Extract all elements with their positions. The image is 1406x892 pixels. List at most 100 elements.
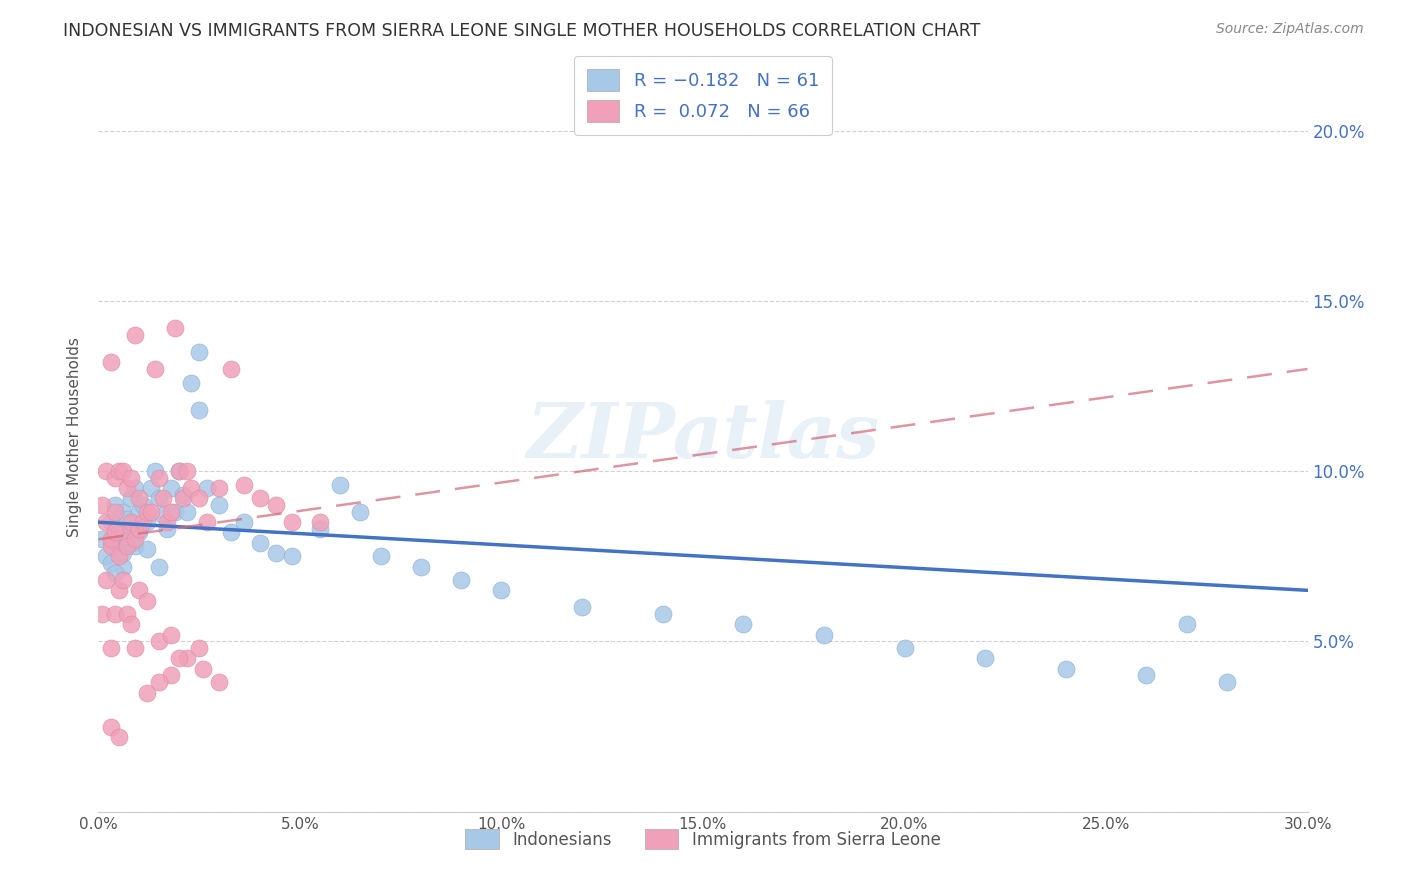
Point (193, 662, 215, 676)
Point (103, 471, 125, 485)
Point (249, 491, 271, 506)
Point (107, 730, 129, 744)
Point (100, 720, 122, 734)
Point (148, 559, 170, 574)
Point (115, 512, 138, 526)
Point (111, 464, 134, 478)
Point (188, 402, 211, 417)
Point (111, 505, 134, 519)
Point (100, 515, 122, 529)
Point (143, 464, 166, 478)
Point (232, 515, 254, 529)
Point (96, 573, 118, 587)
Point (135, 593, 157, 607)
Point (135, 515, 157, 529)
Point (100, 355, 122, 369)
Point (115, 607, 138, 622)
Point (167, 464, 190, 478)
Point (100, 556, 122, 570)
Point (120, 491, 142, 506)
Point (135, 505, 157, 519)
Point (124, 539, 146, 553)
Point (571, 600, 593, 615)
Point (329, 477, 352, 491)
Point (188, 491, 211, 506)
Text: INDONESIAN VS IMMIGRANTS FROM SIERRA LEONE SINGLE MOTHER HOUSEHOLDS CORRELATION : INDONESIAN VS IMMIGRANTS FROM SIERRA LEO… (63, 22, 980, 40)
Point (120, 535, 142, 549)
Point (148, 471, 170, 485)
Y-axis label: Single Mother Households: Single Mother Households (67, 337, 83, 537)
Point (160, 668, 183, 682)
Point (96, 549, 118, 564)
Point (111, 573, 134, 587)
Point (1135, 668, 1157, 682)
Point (115, 533, 138, 547)
Point (163, 321, 186, 335)
Point (163, 505, 186, 519)
Point (221, 362, 243, 376)
Point (651, 607, 673, 622)
Point (156, 522, 179, 536)
Point (1054, 662, 1077, 676)
Point (281, 515, 304, 529)
Point (1175, 617, 1198, 632)
Point (172, 491, 194, 506)
Point (232, 477, 254, 491)
Point (107, 549, 129, 564)
Point (96, 515, 118, 529)
Point (180, 481, 202, 495)
Point (176, 505, 198, 519)
Point (143, 362, 166, 376)
Point (132, 515, 155, 529)
Point (188, 641, 211, 656)
Point (152, 491, 174, 506)
Point (974, 651, 997, 665)
Point (167, 651, 190, 665)
Point (172, 488, 194, 502)
Point (128, 583, 150, 598)
Point (167, 464, 190, 478)
Point (103, 566, 125, 581)
Text: Source: ZipAtlas.com: Source: ZipAtlas.com (1216, 22, 1364, 37)
Point (176, 651, 198, 665)
Point (160, 505, 183, 519)
Point (148, 675, 170, 690)
Point (100, 641, 122, 656)
Point (148, 491, 170, 506)
Point (128, 522, 150, 536)
Point (103, 498, 125, 512)
Point (100, 533, 122, 547)
Point (120, 471, 142, 485)
Point (281, 549, 304, 564)
Point (208, 675, 231, 690)
Point (180, 376, 202, 390)
Point (139, 505, 162, 519)
Point (221, 525, 243, 540)
Point (103, 505, 125, 519)
Point (309, 515, 332, 529)
Point (491, 583, 513, 598)
Point (120, 617, 142, 632)
Point (111, 525, 134, 540)
Point (91, 533, 114, 547)
Point (120, 522, 142, 536)
Point (156, 515, 179, 529)
Point (160, 481, 183, 495)
Point (450, 573, 472, 587)
Point (124, 327, 146, 342)
Point (120, 515, 142, 529)
Point (1216, 675, 1239, 690)
Point (91, 498, 114, 512)
Point (115, 539, 138, 553)
Point (195, 515, 218, 529)
Point (103, 525, 125, 540)
Point (103, 607, 125, 622)
Point (128, 525, 150, 540)
Point (124, 641, 146, 656)
Point (135, 685, 157, 699)
Point (107, 583, 129, 598)
Point (264, 498, 287, 512)
Point (264, 546, 287, 560)
Point (111, 559, 134, 574)
Point (128, 505, 150, 519)
